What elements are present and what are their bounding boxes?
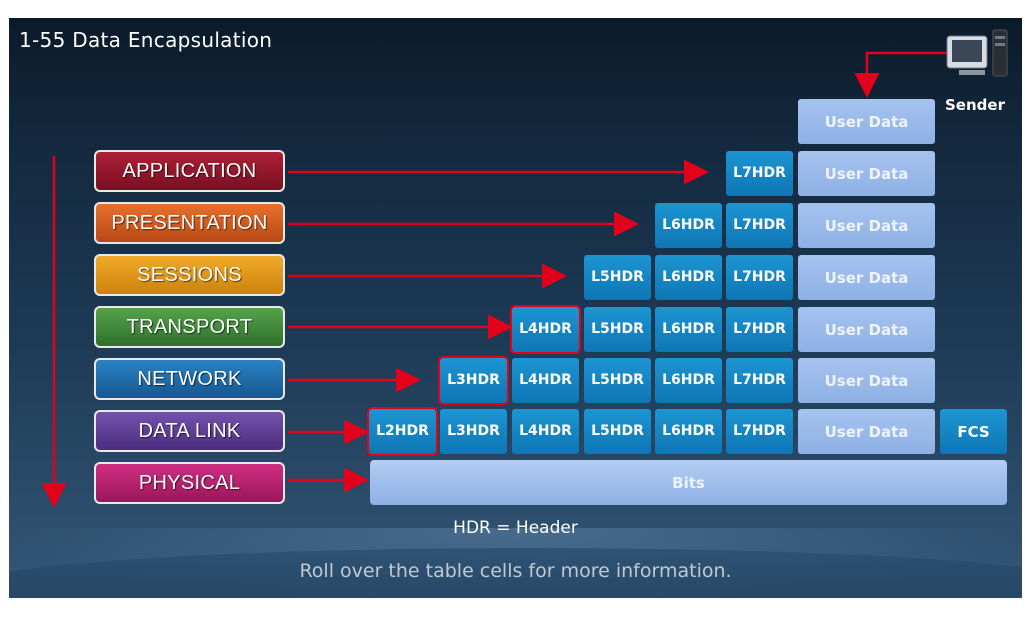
legend-hdr-header: HDR = Header [453, 518, 578, 538]
dl-l7-hdr-cell[interactable]: L7 HDR [726, 409, 793, 454]
dl-l5-hdr-cell[interactable]: L5 HDR [584, 409, 651, 454]
app-l7-hdr-cell[interactable]: L7 HDR [726, 151, 793, 196]
background-wave [9, 548, 1022, 598]
trans-l5-hdr-cell[interactable]: L5 HDR [584, 307, 651, 352]
layer-data-link[interactable]: DATA LINK [94, 410, 285, 452]
trans-l4-hdr-cell[interactable]: L4 HDR [510, 305, 581, 354]
arrows-layer [41, 29, 1008, 508]
app-user-data-cell[interactable]: User Data [798, 151, 935, 196]
dl-l2-hdr-cell[interactable]: L2 HDR [367, 407, 438, 456]
arrow-sender [854, 51, 947, 98]
sess-user-data-cell[interactable]: User Data [798, 255, 935, 300]
sess-l6-hdr-cell[interactable]: L6 HDR [655, 255, 722, 300]
page-title: 1-55 Data Encapsulation [19, 28, 273, 52]
pres-l7-hdr-cell[interactable]: L7 HDR [726, 203, 793, 248]
physical-bits-cell[interactable]: Bits [370, 460, 1007, 505]
net-l6-hdr-cell[interactable]: L6 HDR [655, 358, 722, 403]
layer-network[interactable]: NETWORK [94, 358, 285, 400]
net-l4-hdr-cell[interactable]: L4 HDR [512, 358, 579, 403]
dl-user-data-cell[interactable]: User Data [798, 409, 935, 454]
sess-l5-hdr-cell[interactable]: L5 HDR [584, 255, 651, 300]
layer-physical[interactable]: PHYSICAL [94, 462, 285, 504]
dl-l6-hdr-cell[interactable]: L6 HDR [655, 409, 722, 454]
sender-computer-icon [946, 29, 1008, 77]
trans-l6-hdr-cell[interactable]: L6 HDR [655, 307, 722, 352]
net-l3-hdr-cell[interactable]: L3 HDR [438, 356, 509, 405]
layer-transport[interactable]: TRANSPORT [94, 306, 285, 348]
sess-l7-hdr-cell[interactable]: L7 HDR [726, 255, 793, 300]
layer-sessions[interactable]: SESSIONS [94, 254, 285, 296]
sender-label: Sender [945, 96, 1005, 114]
net-l7-hdr-cell[interactable]: L7 HDR [726, 358, 793, 403]
net-l5-hdr-cell[interactable]: L5 HDR [584, 358, 651, 403]
diagram-stage: 1-55 Data Encapsulation Sender APPLICATI… [9, 18, 1022, 598]
net-user-data-cell[interactable]: User Data [798, 358, 935, 403]
sender-user-data-cell[interactable]: User Data [798, 99, 935, 144]
dl-l4-hdr-cell[interactable]: L4 HDR [512, 409, 579, 454]
rollover-hint: Roll over the table cells for more infor… [299, 560, 732, 582]
pres-user-data-cell[interactable]: User Data [798, 203, 935, 248]
layer-application[interactable]: APPLICATION [94, 150, 285, 192]
pres-l6-hdr-cell[interactable]: L6 HDR [655, 203, 722, 248]
dl-l3-hdr-cell[interactable]: L3 HDR [440, 409, 507, 454]
layer-presentation[interactable]: PRESENTATION [94, 202, 285, 244]
dl-fcs-cell[interactable]: FCS [940, 409, 1007, 454]
trans-l7-hdr-cell[interactable]: L7 HDR [726, 307, 793, 352]
trans-user-data-cell[interactable]: User Data [798, 307, 935, 352]
